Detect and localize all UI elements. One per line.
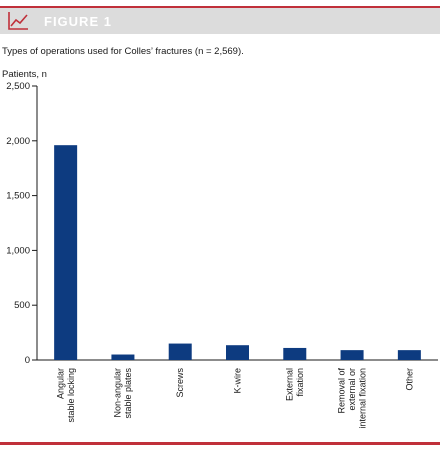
x-tick-label: Other (404, 368, 414, 391)
line-chart-icon (8, 12, 28, 30)
bar (340, 350, 364, 360)
x-tick-label: Non-angularstable plates (113, 368, 134, 419)
y-tick-label: 2,000 (6, 136, 30, 147)
y-axis-label: Patients, n (2, 69, 47, 80)
figure-caption: Types of operations used for Colles’ fra… (2, 46, 244, 57)
bar (226, 345, 249, 360)
y-tick-label: 1,000 (6, 245, 30, 256)
y-tick-label: 500 (14, 300, 30, 311)
bar (111, 354, 135, 360)
bar (54, 145, 78, 360)
bar (397, 350, 421, 360)
x-tick-label: Angularstable locking (55, 368, 75, 423)
y-tick-label: 1,500 (6, 191, 30, 202)
figure-header: FIGURE 1 (0, 8, 440, 34)
x-tick-label: K-wire (233, 368, 243, 394)
x-tick-label: Removal ofexternal orinternal fixation (337, 368, 368, 429)
figure-label: FIGURE 1 (44, 14, 112, 29)
x-tick-label: Screws (175, 368, 185, 398)
y-tick-label: 0 (25, 355, 30, 366)
top-accent-rule (0, 6, 440, 8)
x-tick-label: Externalfixation (285, 368, 306, 401)
bar (168, 343, 192, 360)
y-tick-label: 2,500 (6, 81, 30, 92)
bottom-accent-rule (0, 442, 440, 445)
bar-chart: Patients, n 0 500 1,000 1,500 2,000 2,500 Ang… (2, 69, 438, 429)
bar (283, 347, 307, 360)
